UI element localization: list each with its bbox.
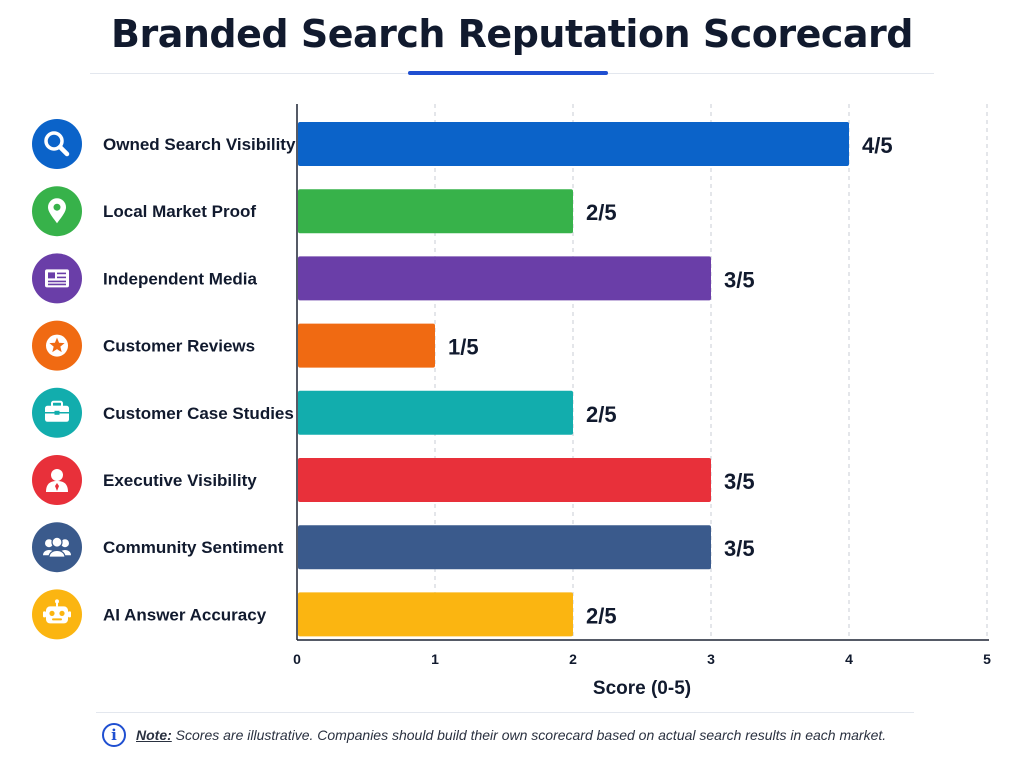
value-label: 3/5 bbox=[724, 469, 755, 494]
category-label: Customer Reviews bbox=[103, 337, 255, 356]
search-icon bbox=[32, 119, 82, 169]
title-accent-bar bbox=[408, 71, 608, 75]
note-text: Scores are illustrative. Companies shoul… bbox=[175, 727, 887, 743]
category-label: AI Answer Accuracy bbox=[103, 605, 267, 624]
value-label: 2/5 bbox=[586, 603, 617, 628]
bar bbox=[298, 256, 711, 301]
star-icon bbox=[32, 320, 82, 371]
value-label: 3/5 bbox=[724, 267, 755, 292]
bar bbox=[298, 458, 711, 502]
category-label: Executive Visibility bbox=[103, 471, 257, 490]
category-label: Local Market Proof bbox=[103, 202, 256, 221]
value-label: 2/5 bbox=[586, 200, 617, 225]
note-label: Note: bbox=[136, 727, 172, 743]
category-label: Independent Media bbox=[103, 269, 258, 288]
newspaper-icon bbox=[32, 253, 82, 304]
x-tick-label: 4 bbox=[845, 651, 853, 667]
group-icon bbox=[32, 522, 82, 573]
x-tick-label: 3 bbox=[707, 651, 715, 667]
value-label: 2/5 bbox=[586, 402, 617, 427]
person-icon bbox=[32, 455, 82, 505]
bar bbox=[298, 390, 573, 435]
x-tick-label: 1 bbox=[431, 651, 439, 667]
robot-icon bbox=[32, 589, 82, 640]
x-axis-label: Score (0-5) bbox=[593, 678, 691, 699]
chart-title: Branded Search Reputation Scorecard bbox=[111, 12, 913, 56]
bar bbox=[298, 525, 711, 570]
bar bbox=[298, 323, 435, 368]
map-pin-icon bbox=[32, 186, 82, 237]
category-label: Owned Search Visibility bbox=[103, 135, 296, 154]
bar bbox=[298, 592, 573, 637]
x-tick-label: 5 bbox=[983, 651, 991, 667]
x-tick-label: 0 bbox=[293, 651, 301, 667]
info-icon: i bbox=[102, 723, 126, 747]
category-label: Customer Case Studies bbox=[103, 404, 294, 423]
value-label: 1/5 bbox=[448, 335, 479, 360]
bar bbox=[298, 122, 849, 166]
footnote: i Note: Scores are illustrative. Compani… bbox=[96, 712, 914, 757]
category-label: Community Sentiment bbox=[103, 538, 284, 557]
x-tick-label: 2 bbox=[569, 651, 577, 667]
briefcase-icon bbox=[32, 387, 82, 438]
value-label: 4/5 bbox=[862, 133, 893, 158]
bar-chart: 0 1 2 3 4 5 Score (0-5) Owned Search Visibility… bbox=[32, 104, 991, 699]
bar bbox=[298, 189, 573, 234]
value-label: 3/5 bbox=[724, 536, 755, 561]
